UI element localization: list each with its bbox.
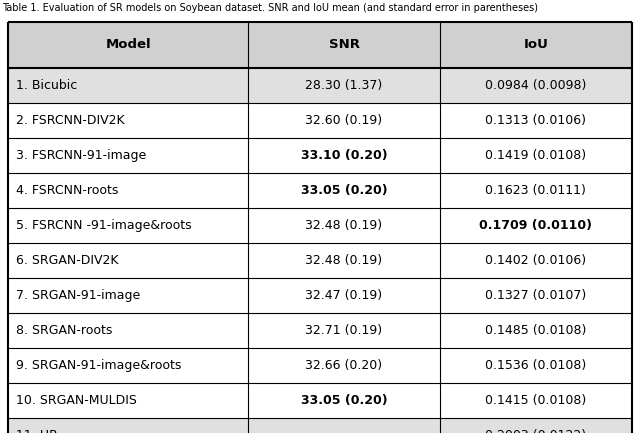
Bar (248, 138, 440, 173)
Bar (440, 348, 632, 383)
Text: 0.1623 (0.0111): 0.1623 (0.0111) (486, 184, 586, 197)
Text: IoU: IoU (524, 39, 548, 52)
Bar (440, 278, 632, 313)
Bar (8, 383, 248, 418)
Bar (8, 313, 248, 348)
Bar (8, 103, 248, 138)
Text: 0.1485 (0.0108): 0.1485 (0.0108) (485, 324, 587, 337)
Bar (248, 418, 440, 433)
Text: 3. FSRCNN-91-image: 3. FSRCNN-91-image (16, 149, 147, 162)
Text: 0.1313 (0.0106): 0.1313 (0.0106) (485, 114, 586, 127)
Bar (440, 383, 632, 418)
Bar (248, 103, 440, 138)
Bar (8, 278, 248, 313)
Bar (248, 383, 440, 418)
Text: 7. SRGAN-91-image: 7. SRGAN-91-image (16, 289, 140, 302)
Text: 2. FSRCNN-DIV2K: 2. FSRCNN-DIV2K (16, 114, 125, 127)
Text: Model: Model (106, 39, 151, 52)
Text: 0.1327 (0.0107): 0.1327 (0.0107) (485, 289, 586, 302)
Bar (248, 278, 440, 313)
Text: 0.1419 (0.0108): 0.1419 (0.0108) (485, 149, 586, 162)
Text: ---: --- (337, 429, 351, 433)
Text: Table 1. Evaluation of SR models on Soybean dataset. SNR and IoU mean (and stand: Table 1. Evaluation of SR models on Soyb… (2, 3, 538, 13)
Text: 28.30 (1.37): 28.30 (1.37) (305, 79, 383, 92)
Text: 11. HR: 11. HR (16, 429, 58, 433)
Bar (440, 138, 632, 173)
Text: 5. FSRCNN -91-image&roots: 5. FSRCNN -91-image&roots (16, 219, 191, 232)
Text: 33.05 (0.20): 33.05 (0.20) (301, 184, 387, 197)
Text: 32.71 (0.19): 32.71 (0.19) (305, 324, 383, 337)
Bar (248, 348, 440, 383)
Text: 32.60 (0.19): 32.60 (0.19) (305, 114, 383, 127)
Bar (8, 68, 248, 103)
Bar (8, 173, 248, 208)
Bar (248, 68, 440, 103)
Bar (440, 22, 632, 68)
Text: 33.10 (0.20): 33.10 (0.20) (301, 149, 387, 162)
Bar (248, 22, 440, 68)
Bar (248, 173, 440, 208)
Bar (248, 313, 440, 348)
Bar (8, 243, 248, 278)
Bar (440, 418, 632, 433)
Bar (440, 103, 632, 138)
Text: 33.05 (0.20): 33.05 (0.20) (301, 394, 387, 407)
Bar (8, 22, 248, 68)
Bar (8, 348, 248, 383)
Text: 8. SRGAN-roots: 8. SRGAN-roots (16, 324, 113, 337)
Bar (8, 208, 248, 243)
Text: 32.66 (0.20): 32.66 (0.20) (305, 359, 383, 372)
Bar (8, 418, 248, 433)
Text: 32.47 (0.19): 32.47 (0.19) (305, 289, 383, 302)
Text: 0.0984 (0.0098): 0.0984 (0.0098) (485, 79, 587, 92)
Text: 0.1536 (0.0108): 0.1536 (0.0108) (485, 359, 586, 372)
Bar (440, 313, 632, 348)
Bar (440, 68, 632, 103)
Bar (8, 138, 248, 173)
Text: 1. Bicubic: 1. Bicubic (16, 79, 77, 92)
Text: 4. FSRCNN-roots: 4. FSRCNN-roots (16, 184, 118, 197)
Text: 32.48 (0.19): 32.48 (0.19) (305, 254, 383, 267)
Text: 0.1402 (0.0106): 0.1402 (0.0106) (485, 254, 586, 267)
Text: 0.1415 (0.0108): 0.1415 (0.0108) (485, 394, 586, 407)
Bar (248, 208, 440, 243)
Text: 0.1709 (0.0110): 0.1709 (0.0110) (479, 219, 593, 232)
Text: SNR: SNR (328, 39, 360, 52)
Bar (440, 173, 632, 208)
Bar (440, 208, 632, 243)
Text: 9. SRGAN-91-image&roots: 9. SRGAN-91-image&roots (16, 359, 181, 372)
Text: 10. SRGAN-MULDIS: 10. SRGAN-MULDIS (16, 394, 137, 407)
Text: 6. SRGAN-DIV2K: 6. SRGAN-DIV2K (16, 254, 118, 267)
Bar (248, 243, 440, 278)
Text: 0.2003 (0.0122): 0.2003 (0.0122) (485, 429, 586, 433)
Text: 32.48 (0.19): 32.48 (0.19) (305, 219, 383, 232)
Bar (440, 243, 632, 278)
